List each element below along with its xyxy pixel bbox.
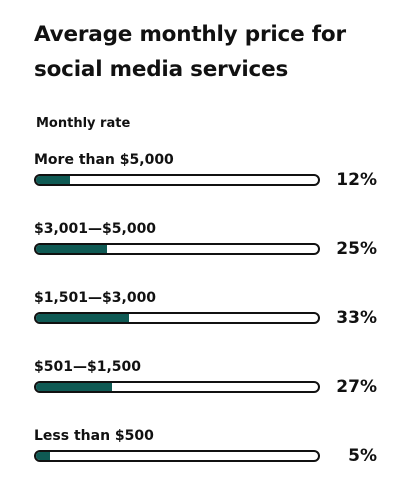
category-label: $1,501—$3,000 [34,290,157,306]
category-label: $501—$1,500 [34,359,141,375]
bar [36,452,51,460]
bar-track [34,312,320,324]
bar-row: $3,001—$5,000 25% [34,221,379,267]
bar [36,245,107,253]
bar-track [34,381,320,393]
category-label: More than $5,000 [34,152,174,168]
bar-row: $501—$1,500 27% [34,359,379,405]
chart-subtitle: Monthly rate [36,116,131,131]
bar [36,176,70,184]
bar-row: $1,501—$3,000 33% [34,290,379,336]
bar [36,383,113,391]
bar [36,314,130,322]
data-label: 33% [336,308,377,328]
data-label: 12% [336,170,377,190]
category-label: Less than $500 [34,428,154,444]
data-label: 25% [336,239,377,259]
bar-track [34,450,320,462]
category-label: $3,001—$5,000 [34,221,157,237]
data-label: 27% [336,377,377,397]
bar-row: Less than $500 5% [34,428,379,474]
data-label: 5% [348,446,377,466]
chart-title: Average monthly price for social media s… [34,22,346,82]
bar-row: More than $5,000 12% [34,152,379,198]
bar-track [34,174,320,186]
bar-track [34,243,320,255]
